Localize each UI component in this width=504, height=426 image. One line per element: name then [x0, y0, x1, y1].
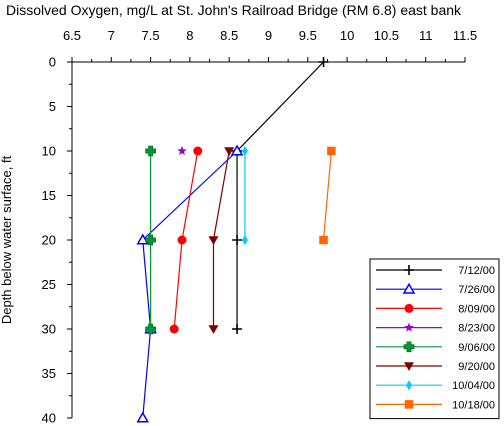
data-point [136, 233, 150, 245]
legend-item: 10/04/00 [376, 380, 495, 392]
series-line [142, 150, 238, 419]
y-tick-label: 35 [42, 366, 56, 381]
legend-box [369, 258, 500, 420]
series-6 [241, 146, 248, 245]
y-tick-label: 30 [42, 322, 56, 337]
x-tick-label: 8 [186, 28, 193, 43]
series-2 [169, 146, 203, 334]
y-axis-label: Depth below water surface, ft [0, 155, 14, 324]
series-3 [177, 146, 187, 156]
legend-label: 9/20/00 [458, 361, 495, 373]
legend-marker [404, 322, 414, 332]
y-tick-label: 15 [42, 188, 56, 203]
data-point [224, 147, 235, 156]
data-point [232, 235, 243, 245]
data-point [230, 144, 244, 156]
y-tick-label: 0 [49, 55, 56, 70]
data-point [145, 234, 156, 246]
legend-item: 9/20/00 [376, 361, 495, 373]
data-point [177, 235, 187, 245]
series-4 [145, 145, 156, 335]
data-point [319, 235, 328, 245]
series-line [322, 150, 332, 241]
data-point [241, 146, 248, 156]
x-tick-label: 7.5 [142, 28, 160, 43]
series-layer [136, 57, 336, 423]
data-point [193, 146, 203, 156]
y-tick-label: 40 [42, 411, 56, 426]
legend-item: 8/09/00 [376, 303, 495, 315]
y-tick-label: 10 [42, 144, 56, 159]
legend-label: 10/18/00 [452, 399, 495, 411]
data-point [232, 324, 243, 334]
data-point [145, 323, 156, 335]
legend-item: 7/12/00 [376, 265, 495, 277]
y-tick-label: 25 [42, 277, 56, 292]
legend-label: 10/04/00 [452, 380, 495, 392]
data-point [145, 145, 156, 157]
data-point [136, 411, 150, 423]
legend-marker [404, 265, 414, 275]
legend-item: 9/06/00 [376, 341, 495, 354]
legend-label: 8/09/00 [458, 303, 495, 315]
data-point [241, 235, 248, 245]
y-tick-label: 5 [49, 99, 56, 114]
legend-marker [404, 303, 414, 313]
legend: 7/12/00 7/26/00 8/09/00 8/23/00 9/06/00 9/20/… [369, 258, 500, 420]
chart-title: Dissolved Oxygen, mg/L at St. John's Rai… [6, 2, 462, 18]
legend-label: 7/26/00 [458, 284, 495, 296]
legend-item: 10/18/00 [376, 399, 495, 411]
data-point [177, 146, 187, 156]
series-7 [319, 146, 336, 245]
x-tick-label: 6.5 [63, 28, 81, 43]
data-point [208, 325, 219, 334]
data-point [318, 57, 329, 67]
legend-marker [406, 380, 412, 391]
axes: 6.5 7 7.5 8 8.5 9 9.5 10 10.5 11 11.5 0 5 10 15 20 25 30 3… [42, 28, 478, 426]
legend-marker [404, 400, 414, 409]
x-tick-label: 10 [340, 28, 354, 43]
legend-item: 7/26/00 [376, 282, 495, 296]
legend-marker [404, 362, 414, 371]
legend-marker [402, 282, 416, 294]
x-tick-label: 11 [419, 28, 433, 43]
series-0 [232, 57, 329, 334]
data-point [327, 146, 336, 156]
series-5 [208, 147, 235, 334]
series-1 [136, 144, 244, 423]
x-tick-label: 9.5 [299, 28, 317, 43]
legend-label: 8/23/00 [458, 323, 495, 335]
x-tick-label: 10.5 [374, 28, 399, 43]
legend-item: 8/23/00 [376, 322, 495, 335]
x-tick-label: 7 [108, 28, 115, 43]
data-point [169, 324, 179, 334]
legend-label: 7/12/00 [458, 265, 495, 277]
x-tick-label: 8.5 [220, 28, 238, 43]
series-line [236, 61, 324, 329]
x-tick-label: 11.5 [453, 28, 477, 43]
x-tick-label: 9 [265, 28, 272, 43]
legend-label: 9/06/00 [458, 342, 495, 354]
data-point [208, 236, 219, 245]
legend-marker [403, 341, 415, 353]
y-tick-label: 20 [42, 233, 56, 248]
